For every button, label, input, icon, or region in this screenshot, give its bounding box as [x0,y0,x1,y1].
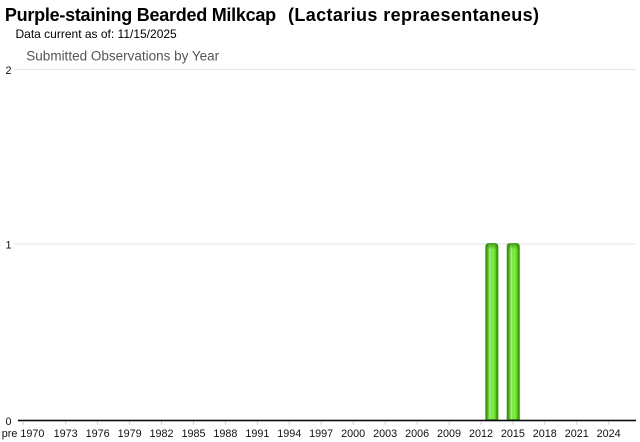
svg-text:1976: 1976 [86,428,110,440]
svg-text:2012: 2012 [469,428,493,440]
svg-text:2018: 2018 [533,428,557,440]
svg-text:1988: 1988 [213,428,237,440]
svg-text:1: 1 [5,240,11,252]
svg-text:1997: 1997 [309,428,333,440]
svg-text:2003: 2003 [373,428,397,440]
svg-text:2: 2 [5,65,11,77]
svg-text:0: 0 [5,416,11,428]
svg-text:1973: 1973 [54,428,78,440]
svg-text:1979: 1979 [118,428,142,440]
svg-text:2006: 2006 [405,428,429,440]
svg-text:2021: 2021 [565,428,589,440]
svg-text:1991: 1991 [245,428,269,440]
svg-text:2000: 2000 [341,428,365,440]
svg-text:1985: 1985 [181,428,205,440]
svg-text:1994: 1994 [277,428,301,440]
svg-text:Submitted Observations by Year: Submitted Observations by Year [26,49,219,64]
svg-text:pre 1970: pre 1970 [2,428,45,440]
svg-text:2024: 2024 [597,428,621,440]
svg-text:2015: 2015 [501,428,525,440]
svg-text:1982: 1982 [149,428,173,440]
svg-text:2009: 2009 [437,428,461,440]
